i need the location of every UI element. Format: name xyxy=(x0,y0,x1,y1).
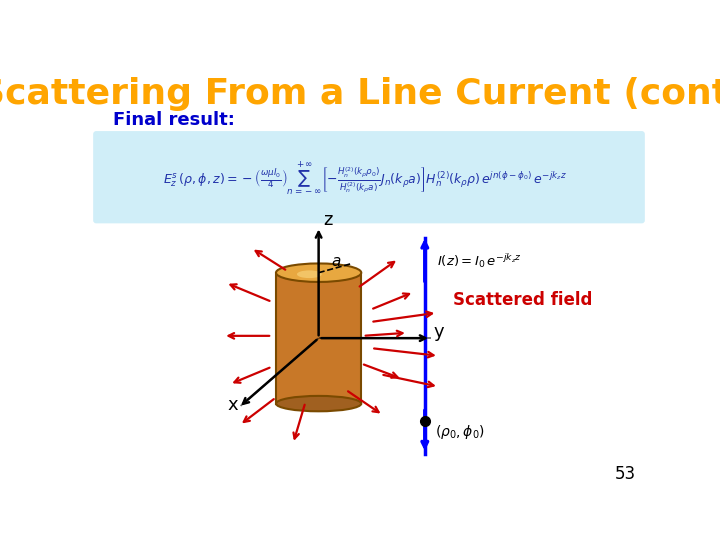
Polygon shape xyxy=(276,273,361,403)
Text: x: x xyxy=(228,396,238,414)
Text: $(\rho_0,\phi_0)$: $(\rho_0,\phi_0)$ xyxy=(435,423,485,441)
Text: $I(z) = I_0\,e^{-jk_z z}$: $I(z) = I_0\,e^{-jk_z z}$ xyxy=(437,252,522,270)
Text: a: a xyxy=(332,254,341,268)
Text: z: z xyxy=(323,211,333,229)
Ellipse shape xyxy=(297,271,322,278)
Text: Scattering From a Line Current (cont.): Scattering From a Line Current (cont.) xyxy=(0,77,720,111)
Text: Scattered field: Scattered field xyxy=(453,291,592,309)
Ellipse shape xyxy=(276,396,361,411)
Text: 53: 53 xyxy=(616,465,636,483)
Ellipse shape xyxy=(276,264,361,282)
Text: y: y xyxy=(433,322,444,341)
FancyBboxPatch shape xyxy=(94,132,644,222)
Text: Final result:: Final result: xyxy=(113,111,235,129)
Text: $E_z^s\,(\rho,\phi,z) = -\left(\frac{\omega\mu I_0}{4}\right)\sum_{n=-\infty}^{+: $E_z^s\,(\rho,\phi,z) = -\left(\frac{\om… xyxy=(163,160,567,197)
